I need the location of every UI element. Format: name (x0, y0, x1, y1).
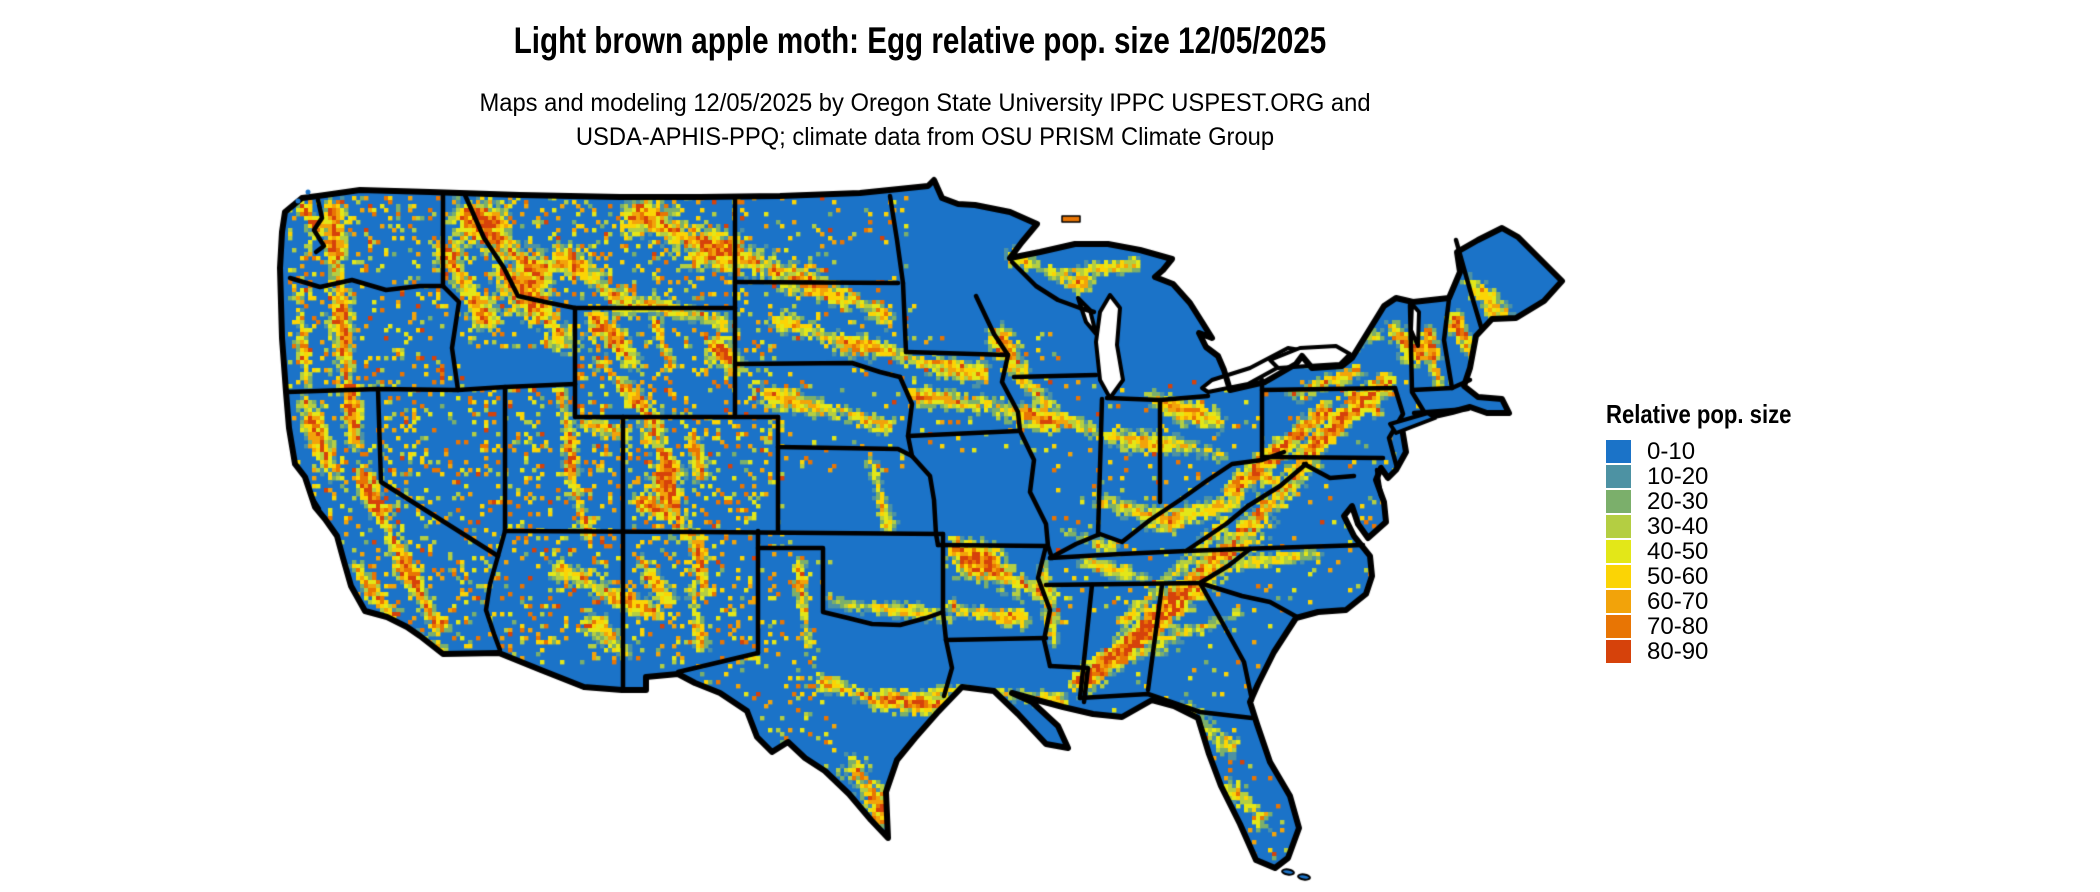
legend-swatch (1606, 490, 1631, 513)
legend-swatch (1606, 440, 1631, 463)
legend-swatch (1606, 640, 1631, 663)
legend-row: 80-90 (1606, 637, 1824, 665)
subtitle-line-2: USDA-APHIS-PPQ; climate data from OSU PR… (575, 123, 1275, 151)
legend-swatch (1606, 590, 1631, 613)
legend-label: 50-60 (1647, 562, 1709, 590)
legend-row: 40-50 (1606, 537, 1824, 565)
legend-label: 30-40 (1647, 512, 1709, 540)
legend-label: 0-10 (1647, 437, 1696, 465)
legend-swatch (1606, 565, 1631, 588)
legend-row: 50-60 (1606, 562, 1824, 590)
legend-rows: 0-10 10-20 20-30 30-40 40-50 50-60 60-70 70-80 8… (1606, 437, 1824, 665)
page-subtitle: Maps and modeling 12/05/2025 by Oregon S… (479, 86, 1370, 154)
legend-row: 20-30 (1606, 487, 1824, 515)
page-title: Light brown apple moth: Egg relative pop… (513, 20, 1327, 61)
legend-label: 70-80 (1647, 612, 1709, 640)
legend-swatch (1606, 465, 1631, 488)
legend: Relative pop. size 0-10 10-20 20-30 30-40 40… (1606, 399, 1824, 665)
legend-label: 60-70 (1647, 587, 1709, 615)
legend-row: 30-40 (1606, 512, 1824, 540)
legend-label: 80-90 (1647, 637, 1709, 665)
legend-label: 40-50 (1647, 537, 1709, 565)
legend-label: 10-20 (1647, 462, 1709, 490)
legend-row: 60-70 (1606, 587, 1824, 615)
legend-swatch (1606, 615, 1631, 638)
subtitle-line-1: Maps and modeling 12/05/2025 by Oregon S… (479, 89, 1371, 117)
us-population-map (275, 160, 1570, 890)
legend-row: 10-20 (1606, 462, 1824, 490)
legend-swatch (1606, 515, 1631, 538)
legend-swatch (1606, 540, 1631, 563)
legend-title: Relative pop. size (1606, 399, 1792, 429)
legend-row: 0-10 (1606, 437, 1824, 465)
legend-label: 20-30 (1647, 487, 1709, 515)
legend-row: 70-80 (1606, 612, 1824, 640)
